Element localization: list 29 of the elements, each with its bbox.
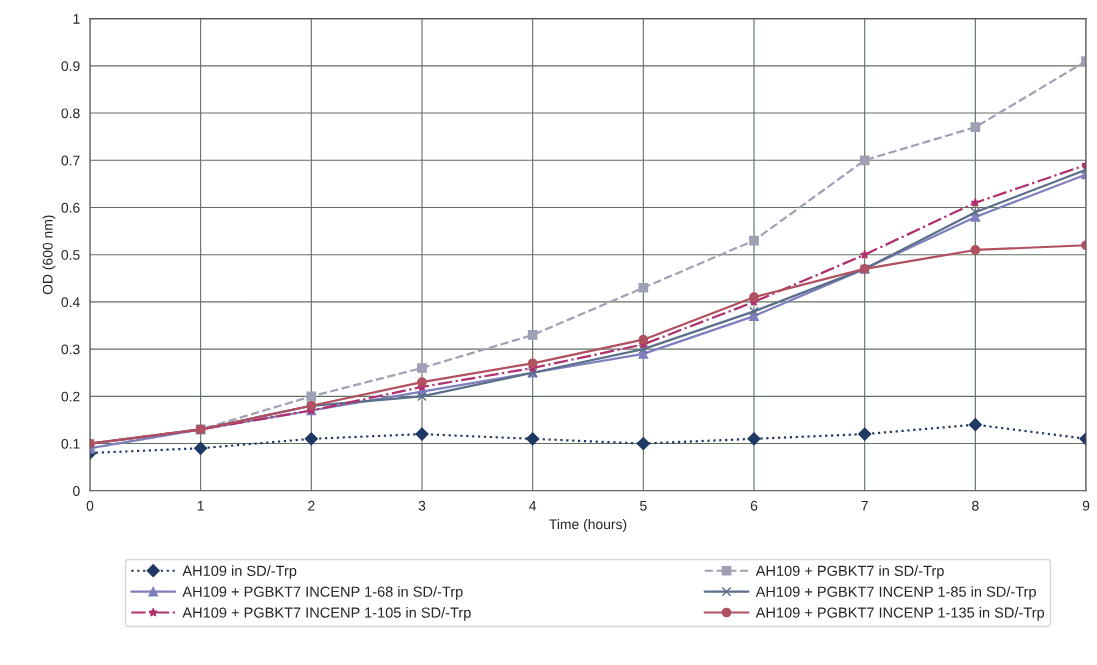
legend-label: AH109 + PGBKT7 INCENP 1-105 in SD/-Trp	[182, 607, 471, 621]
x-tick-label: 0	[86, 500, 94, 511]
y-axis-title: OD (600 nm)	[42, 215, 56, 295]
x-tick-label: 3	[418, 500, 426, 511]
x-axis-title: Time (hours)	[549, 518, 627, 532]
x-tick-label: 6	[750, 500, 758, 511]
x-tick-label: 7	[861, 501, 868, 511]
y-tick-label: 0.5	[61, 250, 80, 260]
legend-label: AH109 + PGBKT7 INCENP 1-68 in SD/-Trp	[182, 586, 463, 600]
x-tick-label: 1	[197, 501, 204, 511]
x-tick-label: 8	[972, 500, 979, 511]
y-tick-label: 0.2	[61, 391, 80, 402]
legend-label: AH109 + PGBKT7 INCENP 1-135 in SD/-Trp	[755, 607, 1045, 621]
y-tick-label: 0.1	[61, 438, 80, 449]
y-tick-label: 0.8	[61, 108, 80, 119]
x-tick-label: 9	[1082, 500, 1090, 511]
y-tick-label: 0.6	[61, 202, 80, 213]
y-tick-label: 0.7	[61, 155, 80, 166]
y-tick-label: 0.4	[61, 297, 80, 308]
x-tick-label: 5	[640, 501, 647, 511]
y-tick-label: 0.9	[61, 61, 80, 71]
legend-label: AH109 + PGBKT7 INCENP 1-85 in SD/-Trp	[755, 586, 1036, 600]
y-tick-label: 0.3	[61, 344, 80, 355]
y-tick-label: 1	[73, 14, 80, 24]
legend-label: AH109 + PGBKT7 in SD/-Trp	[755, 565, 944, 579]
legend-label: AH109 in SD/-Trp	[182, 565, 297, 579]
x-tick-label: 4	[529, 501, 537, 511]
y-tick-label: 0	[73, 486, 80, 496]
x-tick-label: 2	[308, 500, 315, 511]
